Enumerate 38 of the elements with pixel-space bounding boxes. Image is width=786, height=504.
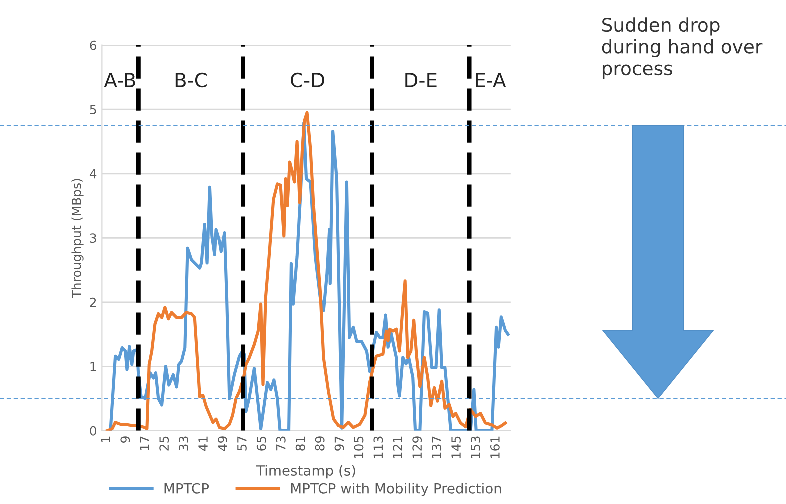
y-tick-label: 1: [90, 362, 96, 372]
x-tick-label: 89: [315, 436, 325, 451]
x-tick-label: 145: [452, 436, 462, 458]
legend-label: MPTCP with Mobility Prediction: [291, 483, 502, 497]
x-tick-label: 41: [198, 436, 208, 452]
y-tick-label: 0: [90, 426, 96, 436]
x-tick-label: 97: [334, 436, 344, 451]
x-tick-label: 25: [160, 436, 170, 451]
y-axis-title: Throughput (MBps): [72, 179, 84, 298]
x-tick-label: 129: [412, 436, 422, 458]
x-tick-label: 105: [354, 436, 364, 458]
x-tick-label: 65: [256, 436, 266, 451]
legend-label: MPTCP: [164, 483, 210, 494]
x-tick-label: 9: [120, 436, 130, 443]
x-tick-label: 73: [276, 436, 286, 451]
x-tick-label: 121: [393, 436, 402, 458]
y-tick-label: 6: [90, 40, 97, 50]
x-tick-label: 17: [140, 436, 150, 450]
annotation: D-E: [406, 73, 437, 88]
x-axis-title: Timestamp (s): [256, 465, 356, 479]
x-tick-label: 33: [179, 436, 189, 451]
x-tick-label: 153: [471, 436, 480, 458]
x-tick-label: 137: [432, 436, 442, 458]
annotation: B-C: [176, 72, 207, 88]
annotation: A-B: [104, 73, 136, 88]
annotation: E-A: [476, 73, 506, 88]
x-tick-label: 57: [238, 436, 247, 451]
text: Sudden drop during hand over process: [602, 18, 763, 80]
y-tick-label: 5: [90, 105, 96, 115]
y-tick-label: 3: [90, 234, 96, 244]
x-tick-label: 161: [490, 436, 500, 458]
x-tick-label: 113: [374, 436, 384, 458]
x-tick-label: 81: [296, 436, 306, 451]
y-tick-label: 4: [90, 170, 97, 179]
x-tick-label: 1: [101, 436, 110, 442]
x-tick-label: 49: [218, 436, 228, 452]
annotation: C-D: [291, 72, 324, 88]
y-tick-label: 2: [90, 298, 96, 308]
